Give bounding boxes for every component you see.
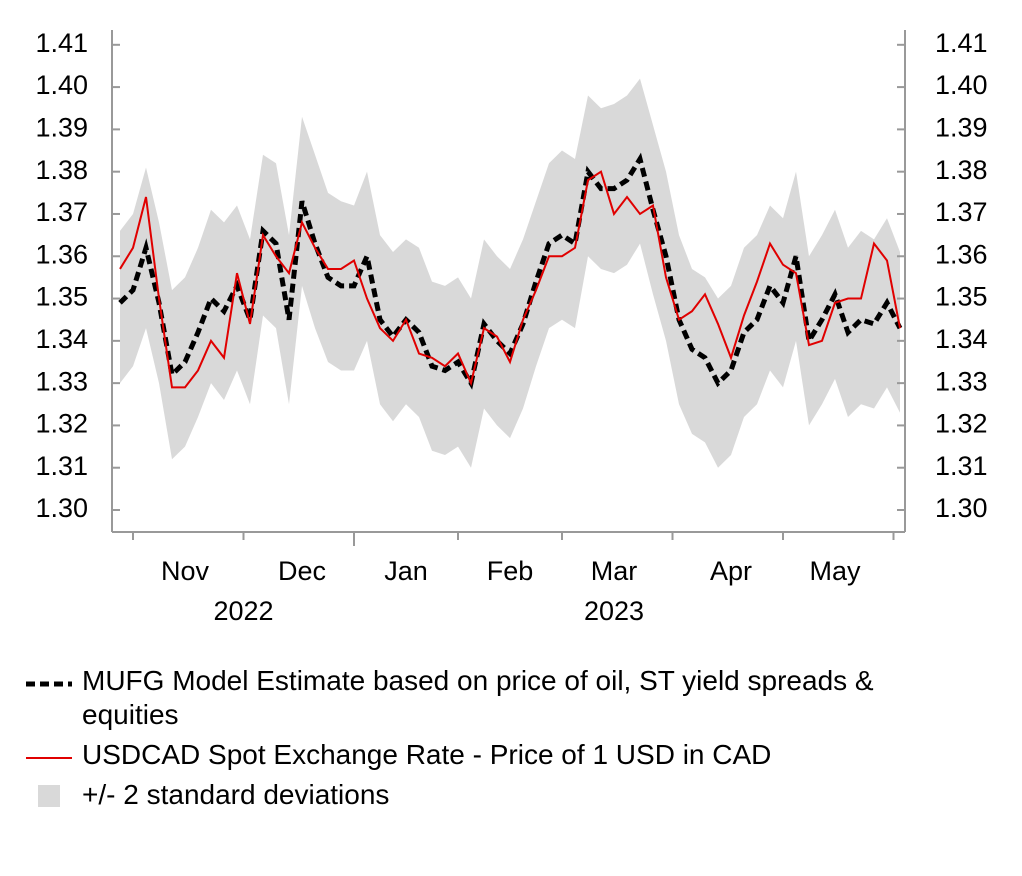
x-tick-label: Dec	[278, 556, 326, 586]
y-tick-label: 1.31	[35, 451, 88, 481]
y2-tick-label: 1.33	[935, 366, 988, 396]
x-tick-label: Apr	[710, 556, 752, 586]
y2-tick-label: 1.32	[935, 409, 988, 439]
y2-tick-label: 1.38	[935, 155, 988, 185]
y2-tick-label: 1.40	[935, 70, 988, 100]
legend-label: USDCAD Spot Exchange Rate - Price of 1 U…	[82, 739, 772, 770]
x-group-label: 2022	[213, 596, 273, 626]
legend-label: MUFG Model Estimate based on price of oi…	[82, 665, 874, 730]
y-tick-label: 1.41	[35, 28, 88, 58]
y-tick-label: 1.36	[35, 239, 88, 269]
y-tick-label: 1.33	[35, 366, 88, 396]
y-tick-label: 1.37	[35, 197, 88, 227]
y-tick-label: 1.35	[35, 282, 88, 312]
y-tick-label: 1.40	[35, 70, 88, 100]
line	[119, 170, 901, 389]
chart: 1.30 1.31 1.32 1.33 1.34 1.35 1.36 1.37 1.38 1.39…	[35, 28, 988, 626]
legend: MUFG Model Estimate based on price of oi…	[22, 664, 982, 818]
y-tick-label: 1.34	[35, 324, 88, 354]
legend-swatch	[26, 681, 72, 687]
y-tick-label: 1.39	[35, 113, 88, 143]
x-tick-label: Nov	[161, 556, 210, 586]
x-tick-label: Feb	[487, 556, 534, 586]
legend-label: +/- 2 standard deviations	[82, 779, 390, 810]
y2-tick-label: 1.30	[935, 493, 988, 523]
legend-swatch-box	[38, 785, 60, 807]
y2-tick-label: 1.41	[935, 28, 988, 58]
y2-tick-label: 1.34	[935, 324, 988, 354]
y-tick-label: 1.30	[35, 493, 88, 523]
x-tick-label: May	[809, 556, 861, 586]
x-tick-label: Mar	[591, 556, 638, 586]
y2-tick-label: 1.39	[935, 113, 988, 143]
y2-tick-label: 1.37	[935, 197, 988, 227]
legend-item: MUFG Model Estimate based on price of oi…	[22, 664, 982, 732]
legend-item: +/- 2 standard deviations	[22, 778, 982, 812]
x-group-label: 2023	[584, 596, 644, 626]
y2-tick-label: 1.36	[935, 239, 988, 269]
legend-swatch	[26, 757, 72, 759]
y-tick-label: 1.32	[35, 409, 88, 439]
x-tick-label: Jan	[384, 556, 428, 586]
y2-tick-label: 1.31	[935, 451, 988, 481]
y-tick-label: 1.38	[35, 155, 88, 185]
legend-swatch	[38, 785, 60, 807]
y2-tick-label: 1.35	[935, 282, 988, 312]
line	[118, 152, 903, 390]
band	[120, 78, 900, 468]
legend-item: USDCAD Spot Exchange Rate - Price of 1 U…	[22, 738, 982, 772]
